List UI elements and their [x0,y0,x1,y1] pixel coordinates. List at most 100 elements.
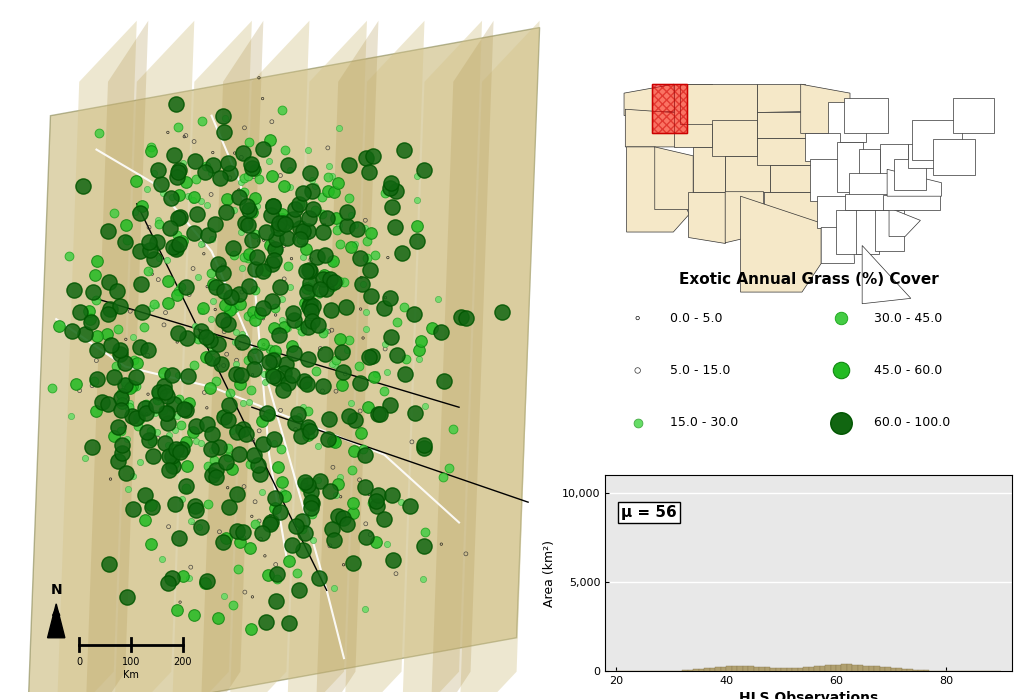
Point [301,232,317,243]
Bar [875,666,880,671]
Point [300,322,316,333]
Point [280,260,296,271]
Point [371,408,387,419]
Point [388,185,405,196]
Polygon shape [933,139,975,175]
Point [294,516,310,527]
Point [271,324,287,336]
Point [344,464,360,475]
Point [303,487,319,498]
Point [89,331,106,342]
Point [268,360,285,371]
Point [357,449,373,461]
Point [136,322,153,333]
Point [267,345,284,356]
Point [167,499,183,510]
Point [377,343,394,354]
Point [165,461,181,472]
Point [255,235,272,246]
Text: 15.0 - 30.0: 15.0 - 30.0 [670,417,738,429]
Point [80,305,97,317]
Point [347,219,363,231]
Point [274,294,290,305]
Point [228,326,244,338]
Point [160,577,176,588]
Point [340,345,356,356]
Point [158,408,174,419]
Point [137,398,154,410]
Point [190,333,206,345]
Point [282,165,298,176]
Polygon shape [758,138,813,165]
Point [207,375,224,387]
Bar [809,667,814,671]
Point [214,358,230,369]
Point [233,226,249,237]
Point [186,136,202,147]
Point [246,519,262,530]
Point [179,333,195,344]
Polygon shape [889,208,920,236]
Point [226,250,242,261]
Point [379,252,396,264]
Polygon shape [725,192,764,243]
Point [191,521,207,532]
Point [153,179,169,190]
Point [186,227,202,238]
Point [174,236,190,247]
Point [262,368,279,379]
Bar [682,670,687,671]
Point [359,252,375,263]
Point [169,243,185,254]
Polygon shape [655,147,694,210]
Point [143,425,160,436]
Point [148,396,165,408]
Point [243,159,259,170]
Point [187,500,203,511]
Bar [907,669,913,671]
Point [286,308,302,319]
Point [215,110,231,122]
Polygon shape [200,21,263,699]
Point [136,343,153,354]
Point [202,444,219,455]
Point [216,286,232,297]
Point [227,147,243,159]
Point [303,502,319,513]
Point [309,252,325,263]
Point [147,300,164,311]
Point [247,350,263,361]
Point [187,155,203,166]
Point [186,359,202,370]
Point [198,331,215,342]
Point [192,239,208,250]
Point [171,533,187,544]
Point [357,223,373,234]
Point [355,278,371,289]
Point [224,463,240,475]
Point [127,412,143,424]
Point [287,418,303,429]
Point [453,312,469,323]
Point [220,482,236,493]
Point [198,351,215,362]
Point [178,437,194,448]
Point [82,313,99,324]
Point [113,392,129,403]
Point [294,201,310,212]
Point [235,397,251,408]
Point [189,208,205,219]
Point [233,152,249,163]
Point [336,277,352,288]
Point [101,277,117,288]
Point [250,459,266,470]
Polygon shape [804,134,840,161]
Point [114,447,130,458]
Point [272,281,288,292]
Point [327,386,344,397]
Point [244,206,260,217]
Point [376,187,393,199]
Point [145,450,162,461]
Point [251,308,267,319]
Point [234,287,250,298]
